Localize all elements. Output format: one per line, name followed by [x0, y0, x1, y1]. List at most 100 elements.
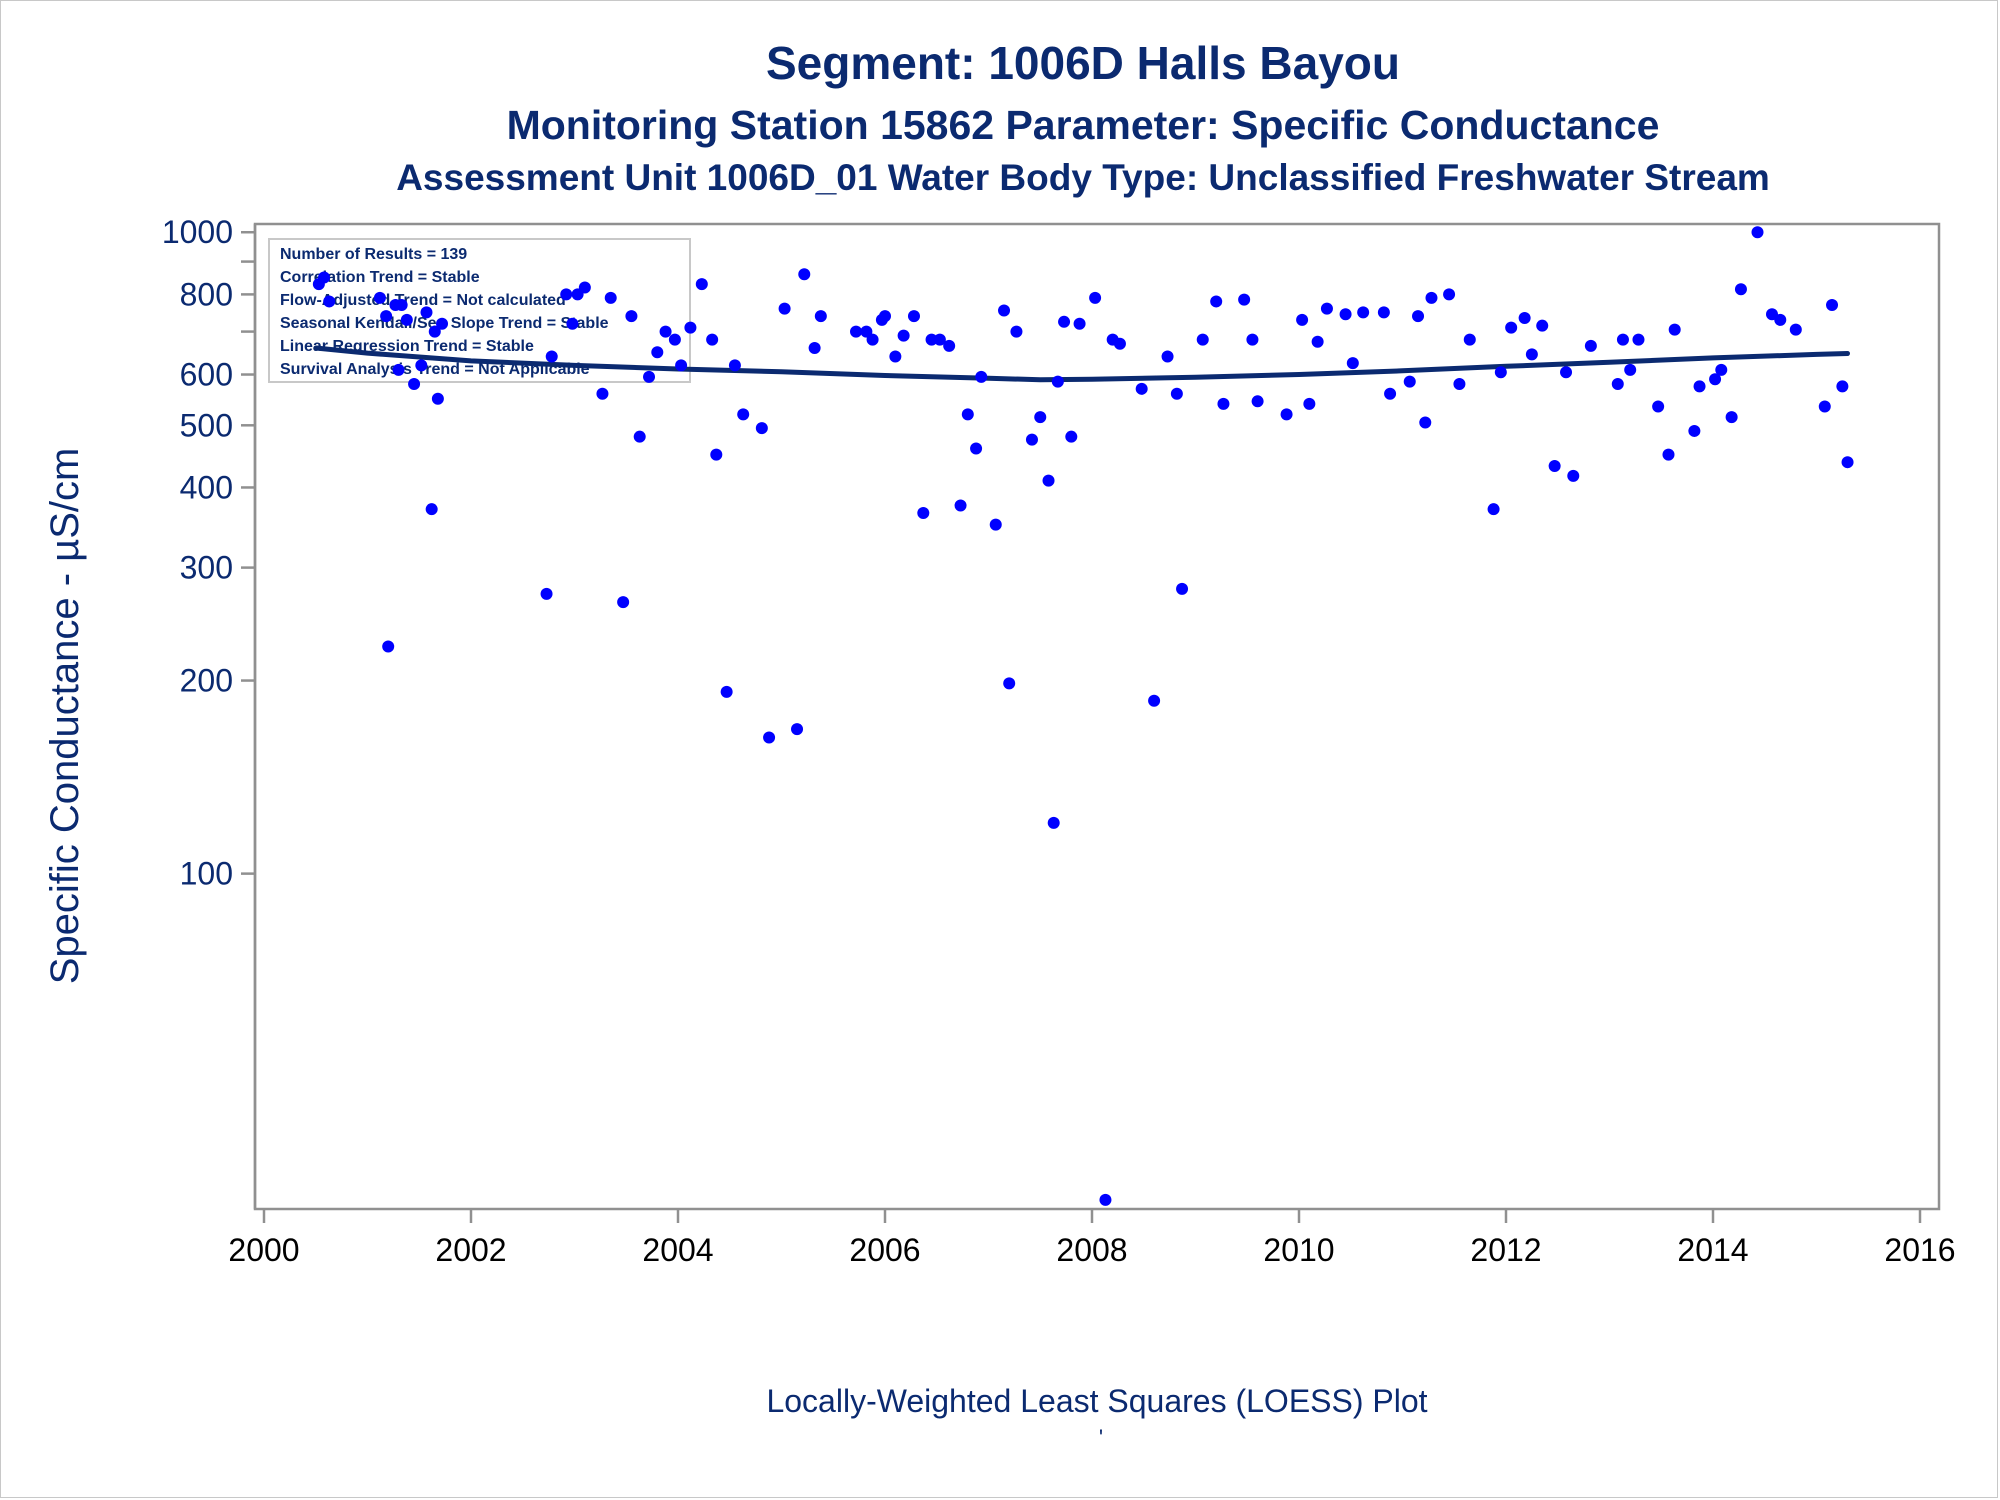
data-point: [1176, 582, 1189, 595]
data-point: [1346, 357, 1359, 370]
data-point: [1567, 469, 1580, 482]
data-point: [1135, 382, 1148, 395]
data-point: [1296, 313, 1309, 326]
data-point: [1377, 306, 1390, 319]
data-point: [954, 499, 967, 512]
data-point: [850, 325, 863, 338]
data-point: [1034, 411, 1047, 424]
stats-box: Number of Results = 139 Correlation Tren…: [268, 238, 691, 383]
chart-title: Segment: 1006D Halls Bayou: [766, 37, 1400, 89]
data-point: [808, 341, 821, 354]
data-point: [1652, 400, 1665, 413]
data-point: [1113, 337, 1126, 350]
data-point: [668, 333, 681, 346]
data-point: [1453, 377, 1466, 390]
y-tick-label: 500: [180, 407, 233, 443]
data-point: [1073, 317, 1086, 330]
data-point: [710, 448, 723, 461]
data-point: [1560, 366, 1573, 379]
x-tick-label: 2000: [228, 1232, 299, 1268]
data-point: [907, 310, 920, 323]
data-point: [1170, 387, 1183, 400]
data-point: [604, 291, 617, 304]
data-point: [408, 377, 421, 390]
data-point: [706, 333, 719, 346]
data-point: [400, 313, 413, 326]
data-point: [659, 325, 672, 338]
data-point: [879, 310, 891, 323]
data-point: [1709, 373, 1722, 386]
data-point: [1384, 387, 1397, 400]
chart-subtitle-2: Assessment Unit 1006D_01 Water Body Type…: [396, 157, 1770, 198]
data-point: [943, 339, 956, 352]
loess-layer: [313, 345, 1850, 383]
data-point: [1826, 299, 1839, 312]
data-point: [625, 310, 638, 323]
data-point: [1505, 321, 1518, 334]
data-point: [1320, 302, 1333, 315]
data-point: [1789, 323, 1802, 336]
data-point: [1487, 503, 1500, 516]
x-tick-label: 2008: [1056, 1232, 1127, 1268]
data-point: [1624, 363, 1637, 376]
data-point: [897, 329, 910, 342]
data-point: [1303, 397, 1316, 410]
data-point: [415, 359, 428, 372]
data-point: [380, 310, 393, 323]
data-point: [420, 306, 433, 319]
data-point: [428, 325, 441, 338]
y-tick-label: 200: [180, 663, 233, 699]
data-point: [382, 640, 395, 653]
data-point: [1412, 310, 1425, 323]
footnote-mark: ': [1099, 1425, 1103, 1450]
data-point: [395, 299, 408, 312]
data-point: [1238, 293, 1251, 306]
data-point: [925, 333, 938, 346]
data-point: [1280, 408, 1293, 421]
data-point: [975, 370, 988, 383]
data-point: [1196, 333, 1209, 346]
data-point: [778, 302, 791, 315]
data-point: [1047, 816, 1060, 829]
data-point: [970, 442, 983, 455]
data-point: [889, 350, 902, 363]
x-tick-label: 2016: [1884, 1232, 1955, 1268]
stat-line-flow-adjusted: Flow-Adjusted Trend = Not calculated: [280, 292, 566, 309]
data-point: [1251, 395, 1264, 408]
data-point: [566, 317, 579, 330]
data-point: [633, 430, 646, 443]
data-point: [1148, 694, 1161, 707]
x-tick-label: 2010: [1263, 1232, 1334, 1268]
data-point: [1089, 291, 1102, 304]
data-point: [1841, 456, 1854, 469]
data-point: [1774, 313, 1787, 326]
data-point: [1357, 306, 1370, 319]
data-point: [737, 408, 750, 421]
data-point: [1668, 323, 1681, 336]
data-point: [1042, 474, 1055, 487]
data-point: [791, 723, 804, 736]
data-point: [1818, 400, 1831, 413]
data-point: [1584, 339, 1597, 352]
y-tick-label: 300: [180, 550, 233, 586]
data-point: [1161, 350, 1174, 363]
x-tick-label: 2004: [642, 1232, 713, 1268]
stat-line-correlation: Correlation Trend = Stable: [280, 269, 480, 286]
stat-line-results: Number of Results = 139: [280, 246, 467, 263]
y-axis-label: Specific Conductance - µS/cm: [43, 448, 87, 985]
data-point: [1010, 325, 1023, 338]
data-point: [1616, 333, 1629, 346]
data-point: [323, 295, 336, 308]
x-axis: 2000 2002 2004 2006 2008 2010 2012 2014 2016: [228, 1209, 1956, 1268]
data-point: [1425, 291, 1438, 304]
data-point: [1058, 315, 1071, 328]
data-point: [763, 731, 776, 744]
x-tick-label: 2002: [435, 1232, 506, 1268]
data-point: [917, 506, 930, 519]
data-point: [1099, 1193, 1112, 1206]
data-point: [1715, 363, 1728, 376]
y-axis: 100 200 300 400 500 600 800 1000: [162, 214, 257, 1209]
stat-line-survival-analysis: Survival Analysis Trend = Not Applicable: [280, 361, 590, 378]
data-point: [1217, 397, 1230, 410]
